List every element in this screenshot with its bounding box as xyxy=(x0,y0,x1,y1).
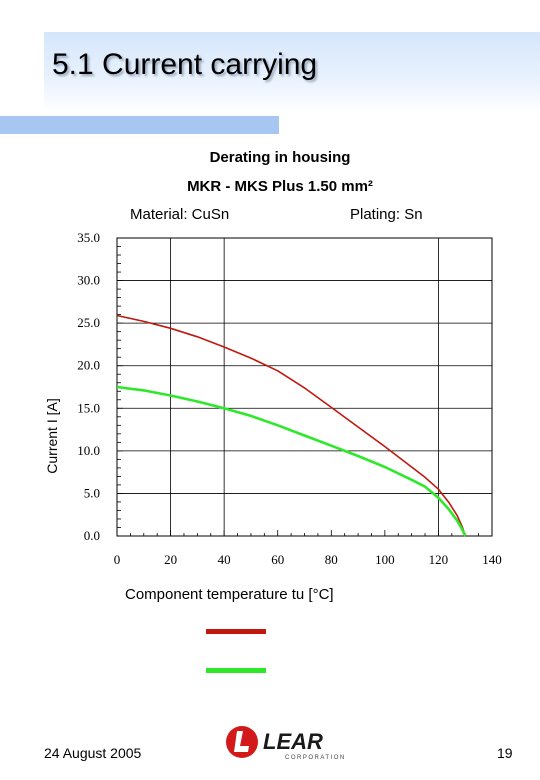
logo-mark-letter xyxy=(234,731,249,752)
x-tick-label: 120 xyxy=(429,552,449,567)
y-tick-label: 30.0 xyxy=(77,273,100,288)
y-tick-label: 10.0 xyxy=(77,443,100,458)
legend-swatch-red xyxy=(206,629,266,634)
header-band xyxy=(44,32,540,112)
slide-title: 5.1 Current carrying xyxy=(52,48,318,81)
footer-date: 24 August 2005 xyxy=(44,745,142,761)
series-line-green xyxy=(116,385,467,537)
y-tick-label: 20.0 xyxy=(77,358,100,373)
data-series xyxy=(116,314,467,537)
x-tick-label: 20 xyxy=(164,552,177,567)
x-tick-label: 140 xyxy=(482,552,502,567)
x-tick-label: 40 xyxy=(218,552,231,567)
y-tick-label: 0.0 xyxy=(84,528,100,543)
accent-bar xyxy=(0,116,279,134)
chart-title: Derating in housing xyxy=(209,149,351,166)
legend-swatch-green xyxy=(206,668,266,673)
y-tick-label: 25.0 xyxy=(77,315,100,330)
x-tick-label: 60 xyxy=(271,552,284,567)
chart-subtitle: MKR - MKS Plus 1.50 mm² xyxy=(187,178,373,195)
y-tick-label: 5.0 xyxy=(84,485,100,500)
logo-subtext: CORPORATION xyxy=(285,755,346,761)
material-annotation: Material: CuSn xyxy=(130,206,230,223)
logo-wordmark: LEAR xyxy=(263,729,323,754)
x-tick-label: 0 xyxy=(114,552,121,567)
logo-mark xyxy=(226,726,258,758)
gridlines xyxy=(117,238,492,536)
x-tick-label: 100 xyxy=(375,552,395,567)
x-tick-label: 80 xyxy=(325,552,338,567)
company-logo: LEAR CORPORATION xyxy=(226,726,346,761)
page-number: 19 xyxy=(497,745,513,761)
series-line-red xyxy=(116,314,466,537)
y-axis-title: Current I [A] xyxy=(44,398,60,473)
tick-labels: 0.0 5.0 10.0 15.0 20.0 25.0 30.0 35.0 0 20 40 60 80 1… xyxy=(77,230,502,567)
plating-annotation: Plating: Sn xyxy=(350,206,423,223)
y-tick-label: 15.0 xyxy=(77,400,100,415)
x-axis-title: Component temperature tu [°C] xyxy=(125,586,334,603)
y-tick-label: 35.0 xyxy=(77,230,100,245)
